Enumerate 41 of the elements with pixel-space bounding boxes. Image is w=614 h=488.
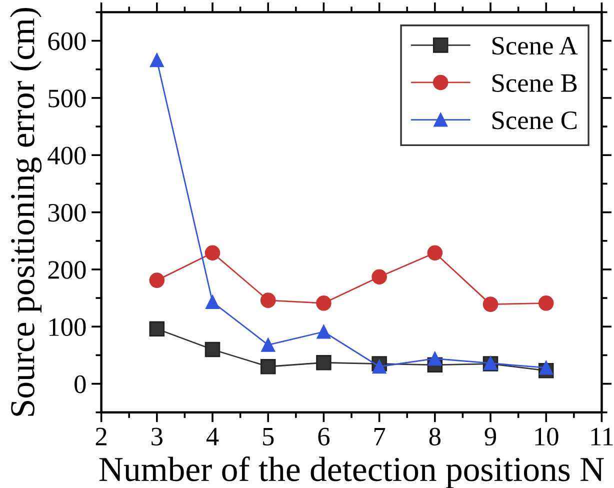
point	[260, 292, 276, 308]
point	[149, 321, 165, 337]
point	[150, 53, 164, 68]
y-tick-label: 0	[74, 375, 86, 394]
x-tick-label: 11	[591, 428, 613, 446]
point	[149, 272, 165, 288]
x-axis-title: Number of the detection positions N	[99, 456, 604, 488]
x-tick-label: 3	[152, 428, 162, 446]
x-tick-label: 6	[318, 428, 330, 446]
x-tick-label: 8	[429, 428, 441, 446]
legend-label: Scene A	[492, 36, 578, 55]
x-tick-label: 10	[535, 428, 558, 446]
y-tick-label: 600	[48, 32, 86, 50]
y-tick-label: 400	[48, 146, 86, 165]
x-tick-label: 2	[96, 428, 106, 446]
x-tick-label: 5	[263, 428, 274, 446]
point	[204, 342, 220, 358]
y-axis-title: Source positioning error (cm)	[10, 8, 42, 416]
point	[316, 296, 332, 311]
point	[372, 360, 386, 374]
x-tick-label: 9	[484, 428, 496, 446]
point	[538, 296, 554, 311]
y-tick-label: 500	[48, 90, 86, 108]
point	[204, 245, 220, 261]
point	[482, 296, 498, 312]
legend-label: Scene B	[492, 74, 577, 92]
y-tick-label: 200	[48, 261, 86, 279]
point	[428, 352, 442, 366]
point	[372, 269, 387, 285]
point	[316, 324, 331, 339]
point	[427, 245, 443, 261]
point	[206, 295, 220, 309]
point	[261, 338, 276, 352]
y-tick-label: 300	[48, 204, 86, 222]
x-tick-label: 7	[374, 428, 386, 446]
point	[316, 354, 332, 370]
point	[539, 360, 554, 375]
legend-label: Scene C	[492, 112, 577, 130]
point	[260, 358, 276, 374]
x-tick-label: 4	[206, 428, 219, 446]
y-tick-label: 100	[49, 318, 86, 336]
